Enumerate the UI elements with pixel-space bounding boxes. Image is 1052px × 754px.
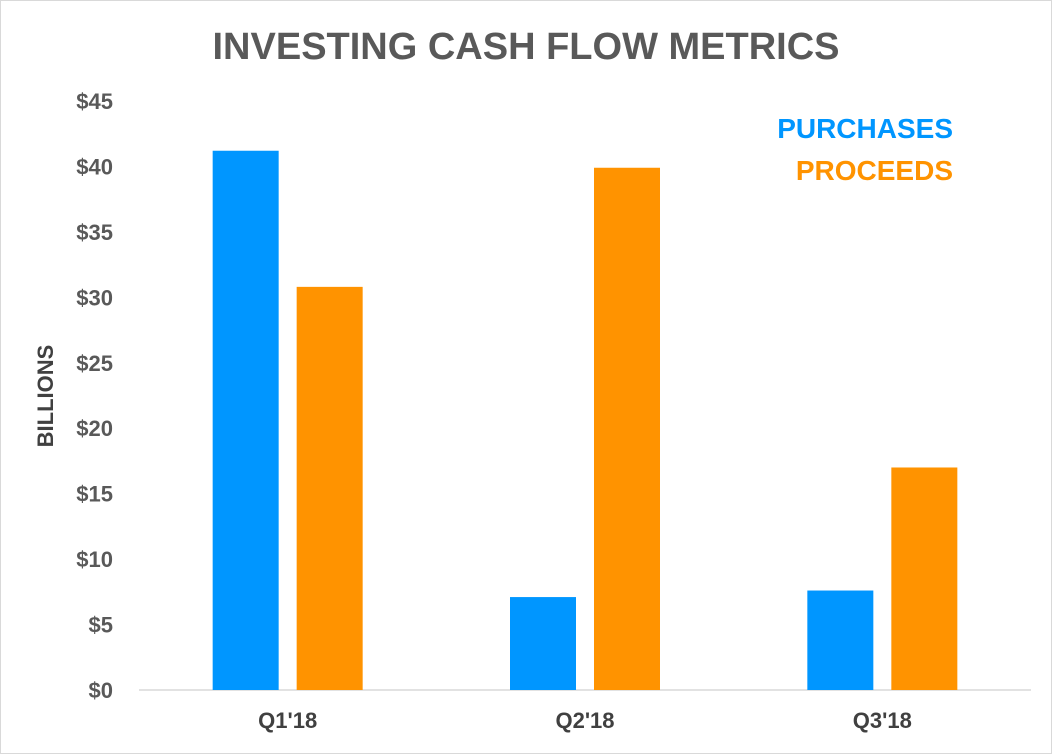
y-tick-label: $25 [76, 351, 113, 376]
x-category-label: Q3'18 [853, 708, 912, 733]
bar-purchases-2 [510, 597, 576, 690]
y-tick-label: $10 [76, 547, 113, 572]
bar-purchases-1 [212, 150, 279, 690]
chart-title: INVESTING CASH FLOW METRICS [213, 26, 840, 68]
legend: PURCHASES PROCEEDS [777, 113, 953, 186]
x-axis-categories: Q1'18 Q2'18 Q3'18 [258, 708, 912, 733]
y-axis-ticks: $0 $5 $10 $15 $20 $25 $30 $35 $40 $45 [76, 89, 113, 703]
y-tick-label: $0 [89, 678, 113, 703]
y-tick-label: $35 [76, 220, 113, 245]
y-tick-label: $40 [76, 154, 113, 179]
legend-item-purchases: PURCHASES [777, 113, 953, 144]
x-category-label: Q1'18 [258, 708, 317, 733]
y-tick-label: $5 [89, 613, 113, 638]
x-category-label: Q2'18 [555, 708, 614, 733]
bar-purchases-3 [807, 590, 874, 690]
y-tick-label: $20 [76, 416, 113, 441]
y-tick-label: $45 [76, 89, 113, 114]
bar-proceeds-1 [296, 286, 363, 690]
y-tick-label: $15 [76, 482, 113, 507]
y-tick-label: $30 [76, 285, 113, 310]
legend-item-proceeds: PROCEEDS [796, 155, 953, 186]
bar-proceeds-3 [891, 467, 958, 690]
bars-group [212, 150, 958, 691]
y-axis-label: BILLIONS [33, 345, 58, 448]
bar-proceeds-2 [594, 167, 660, 691]
